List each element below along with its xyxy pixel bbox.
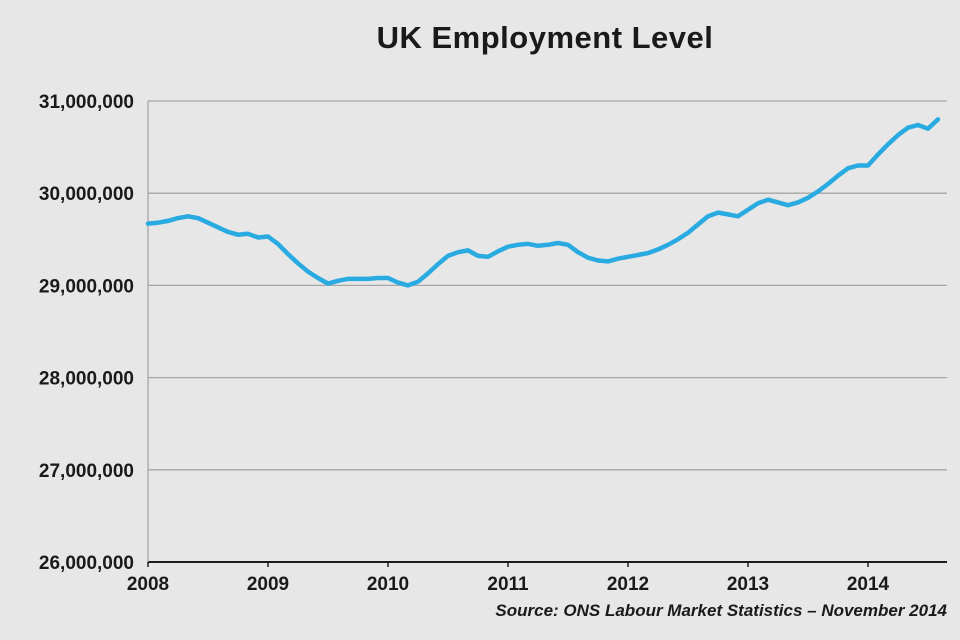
y-tick-label: 31,000,000 xyxy=(39,92,134,113)
x-tick-label: 2008 xyxy=(127,574,169,595)
x-tick-label: 2013 xyxy=(727,574,769,595)
x-tick-label: 2009 xyxy=(247,574,289,595)
y-tick-label: 30,000,000 xyxy=(39,184,134,205)
x-tick-label: 2011 xyxy=(487,574,529,595)
y-tick-label: 26,000,000 xyxy=(39,553,134,574)
source-note: Source: ONS Labour Market Statistics – N… xyxy=(495,601,947,620)
chart-title: UK Employment Level xyxy=(376,20,714,55)
x-tick-label: 2010 xyxy=(367,574,409,595)
y-tick-label: 27,000,000 xyxy=(39,461,134,482)
x-tick-label: 2014 xyxy=(847,574,890,595)
y-tick-label: 29,000,000 xyxy=(39,276,134,297)
y-tick-label: 28,000,000 xyxy=(39,369,134,390)
employment-line xyxy=(145,117,941,288)
x-tick-label: 2012 xyxy=(607,574,649,595)
